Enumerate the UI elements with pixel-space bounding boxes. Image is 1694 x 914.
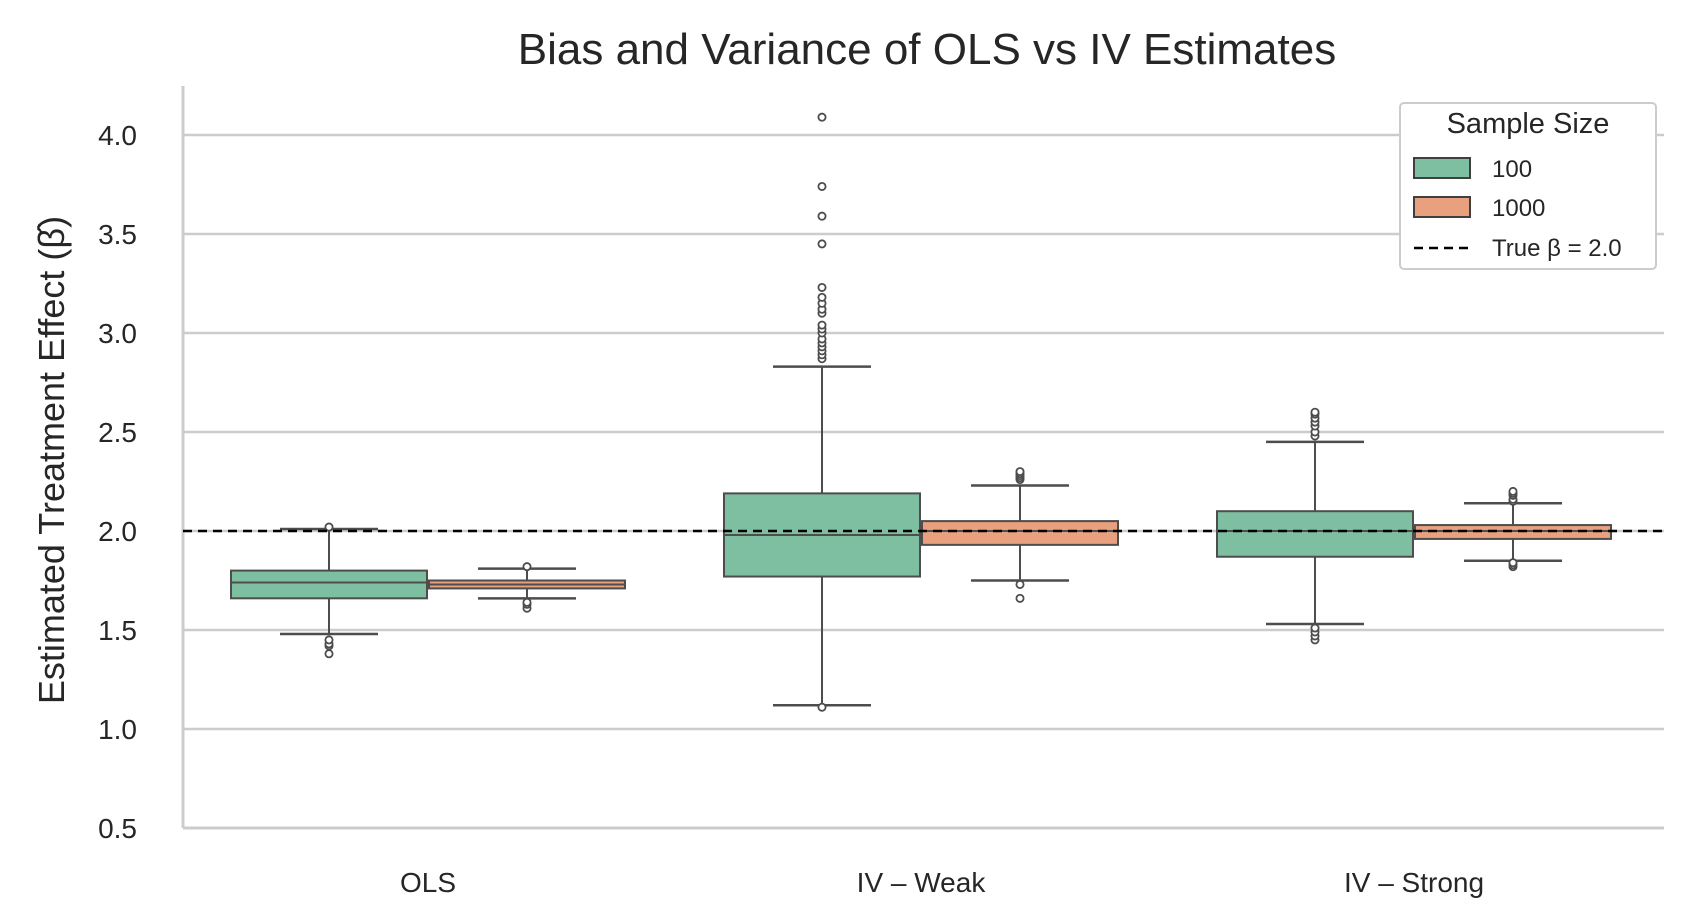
legend-frame xyxy=(1399,102,1657,270)
x-tick-iv-weak: IV – Weak xyxy=(857,867,987,898)
box-iv-weak-100-outlier-16 xyxy=(817,211,827,221)
box-groups xyxy=(230,112,1612,712)
box-ols-100-outlier-4 xyxy=(324,522,334,532)
y-tick-4.0: 4.0 xyxy=(98,120,137,151)
x-tick-labels: OLS IV – Weak IV – Strong xyxy=(400,867,1484,898)
box-iv-weak-1000-outlier-0 xyxy=(1015,593,1025,603)
box-iv-weak-1000-outlier-6 xyxy=(1015,467,1025,477)
box-iv-weak-1000 xyxy=(921,467,1119,603)
legend-label-100: 100 xyxy=(1492,156,1532,183)
y-axis-label: Estimated Treatment Effect (β̂) xyxy=(31,216,72,704)
box-iv-strong-100-outlier-10 xyxy=(1310,407,1320,417)
axes-spines xyxy=(181,86,1664,830)
x-tick-ols: OLS xyxy=(400,867,456,898)
y-tick-1.0: 1.0 xyxy=(98,714,137,745)
box-ols-1000 xyxy=(428,562,626,613)
legend: Sample Size 100 1000 True β = 2.0 xyxy=(1399,102,1657,270)
box-iv-strong-1000 xyxy=(1414,486,1612,572)
box-iv-strong-100-iqr-box xyxy=(1216,510,1414,558)
y-tick-3.5: 3.5 xyxy=(98,219,137,250)
y-tick-0.5: 0.5 xyxy=(98,813,137,844)
legend-swatch-1000 xyxy=(1413,196,1471,218)
box-iv-strong-100-outlier-3 xyxy=(1310,623,1320,633)
box-iv-weak-100-outlier-18 xyxy=(817,112,827,122)
box-ols-100-outlier-0 xyxy=(324,649,334,659)
box-iv-weak-100-outlier-13 xyxy=(817,292,827,302)
box-ols-100-outlier-3 xyxy=(324,635,334,645)
legend-swatch-100 xyxy=(1413,157,1471,179)
legend-label-reference: True β = 2.0 xyxy=(1492,235,1622,262)
box-iv-strong-1000-outlier-2 xyxy=(1508,558,1518,568)
y-tick-2.0: 2.0 xyxy=(98,516,137,547)
y-tick-3.0: 3.0 xyxy=(98,318,137,349)
box-ols-1000-outlier-2 xyxy=(522,597,532,607)
box-iv-weak-100-outlier-9 xyxy=(817,320,827,330)
box-iv-weak-100-outlier-15 xyxy=(817,239,827,249)
box-ols-100-iqr-box xyxy=(230,569,428,600)
box-iv-weak-1000-iqr-box xyxy=(921,520,1119,546)
box-iv-strong-1000-outlier-7 xyxy=(1508,486,1518,496)
x-tick-iv-strong: IV – Strong xyxy=(1344,867,1484,898)
box-ols-100 xyxy=(230,522,428,659)
y-tick-2.5: 2.5 xyxy=(98,417,137,448)
legend-title: Sample Size xyxy=(1447,108,1610,140)
box-iv-weak-100-outlier-14 xyxy=(817,282,827,292)
y-tick-1.5: 1.5 xyxy=(98,615,137,646)
box-iv-weak-100-outlier-17 xyxy=(817,181,827,191)
box-iv-weak-100-outlier-0 xyxy=(817,702,827,712)
box-iv-weak-100 xyxy=(723,112,921,712)
box-iv-strong-100 xyxy=(1216,407,1414,645)
legend-label-1000: 1000 xyxy=(1492,195,1545,222)
chart-title: Bias and Variance of OLS vs IV Estimates xyxy=(518,25,1336,74)
y-tick-labels: 0.5 1.0 1.5 2.0 2.5 3.0 3.5 4.0 xyxy=(98,120,137,844)
box-ols-1000-outlier-3 xyxy=(522,562,532,572)
box-iv-weak-1000-outlier-1 xyxy=(1015,579,1025,589)
